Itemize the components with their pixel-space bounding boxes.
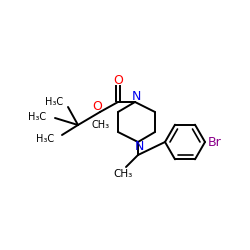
Text: N: N <box>134 140 144 153</box>
Text: Br: Br <box>208 136 222 148</box>
Text: N: N <box>131 90 141 104</box>
Text: H₃C: H₃C <box>45 97 63 107</box>
Text: CH₃: CH₃ <box>114 169 132 179</box>
Text: CH₃: CH₃ <box>92 120 110 130</box>
Text: H₃C: H₃C <box>36 134 54 144</box>
Text: O: O <box>92 100 102 114</box>
Text: O: O <box>113 74 123 86</box>
Text: H₃C: H₃C <box>28 112 46 122</box>
